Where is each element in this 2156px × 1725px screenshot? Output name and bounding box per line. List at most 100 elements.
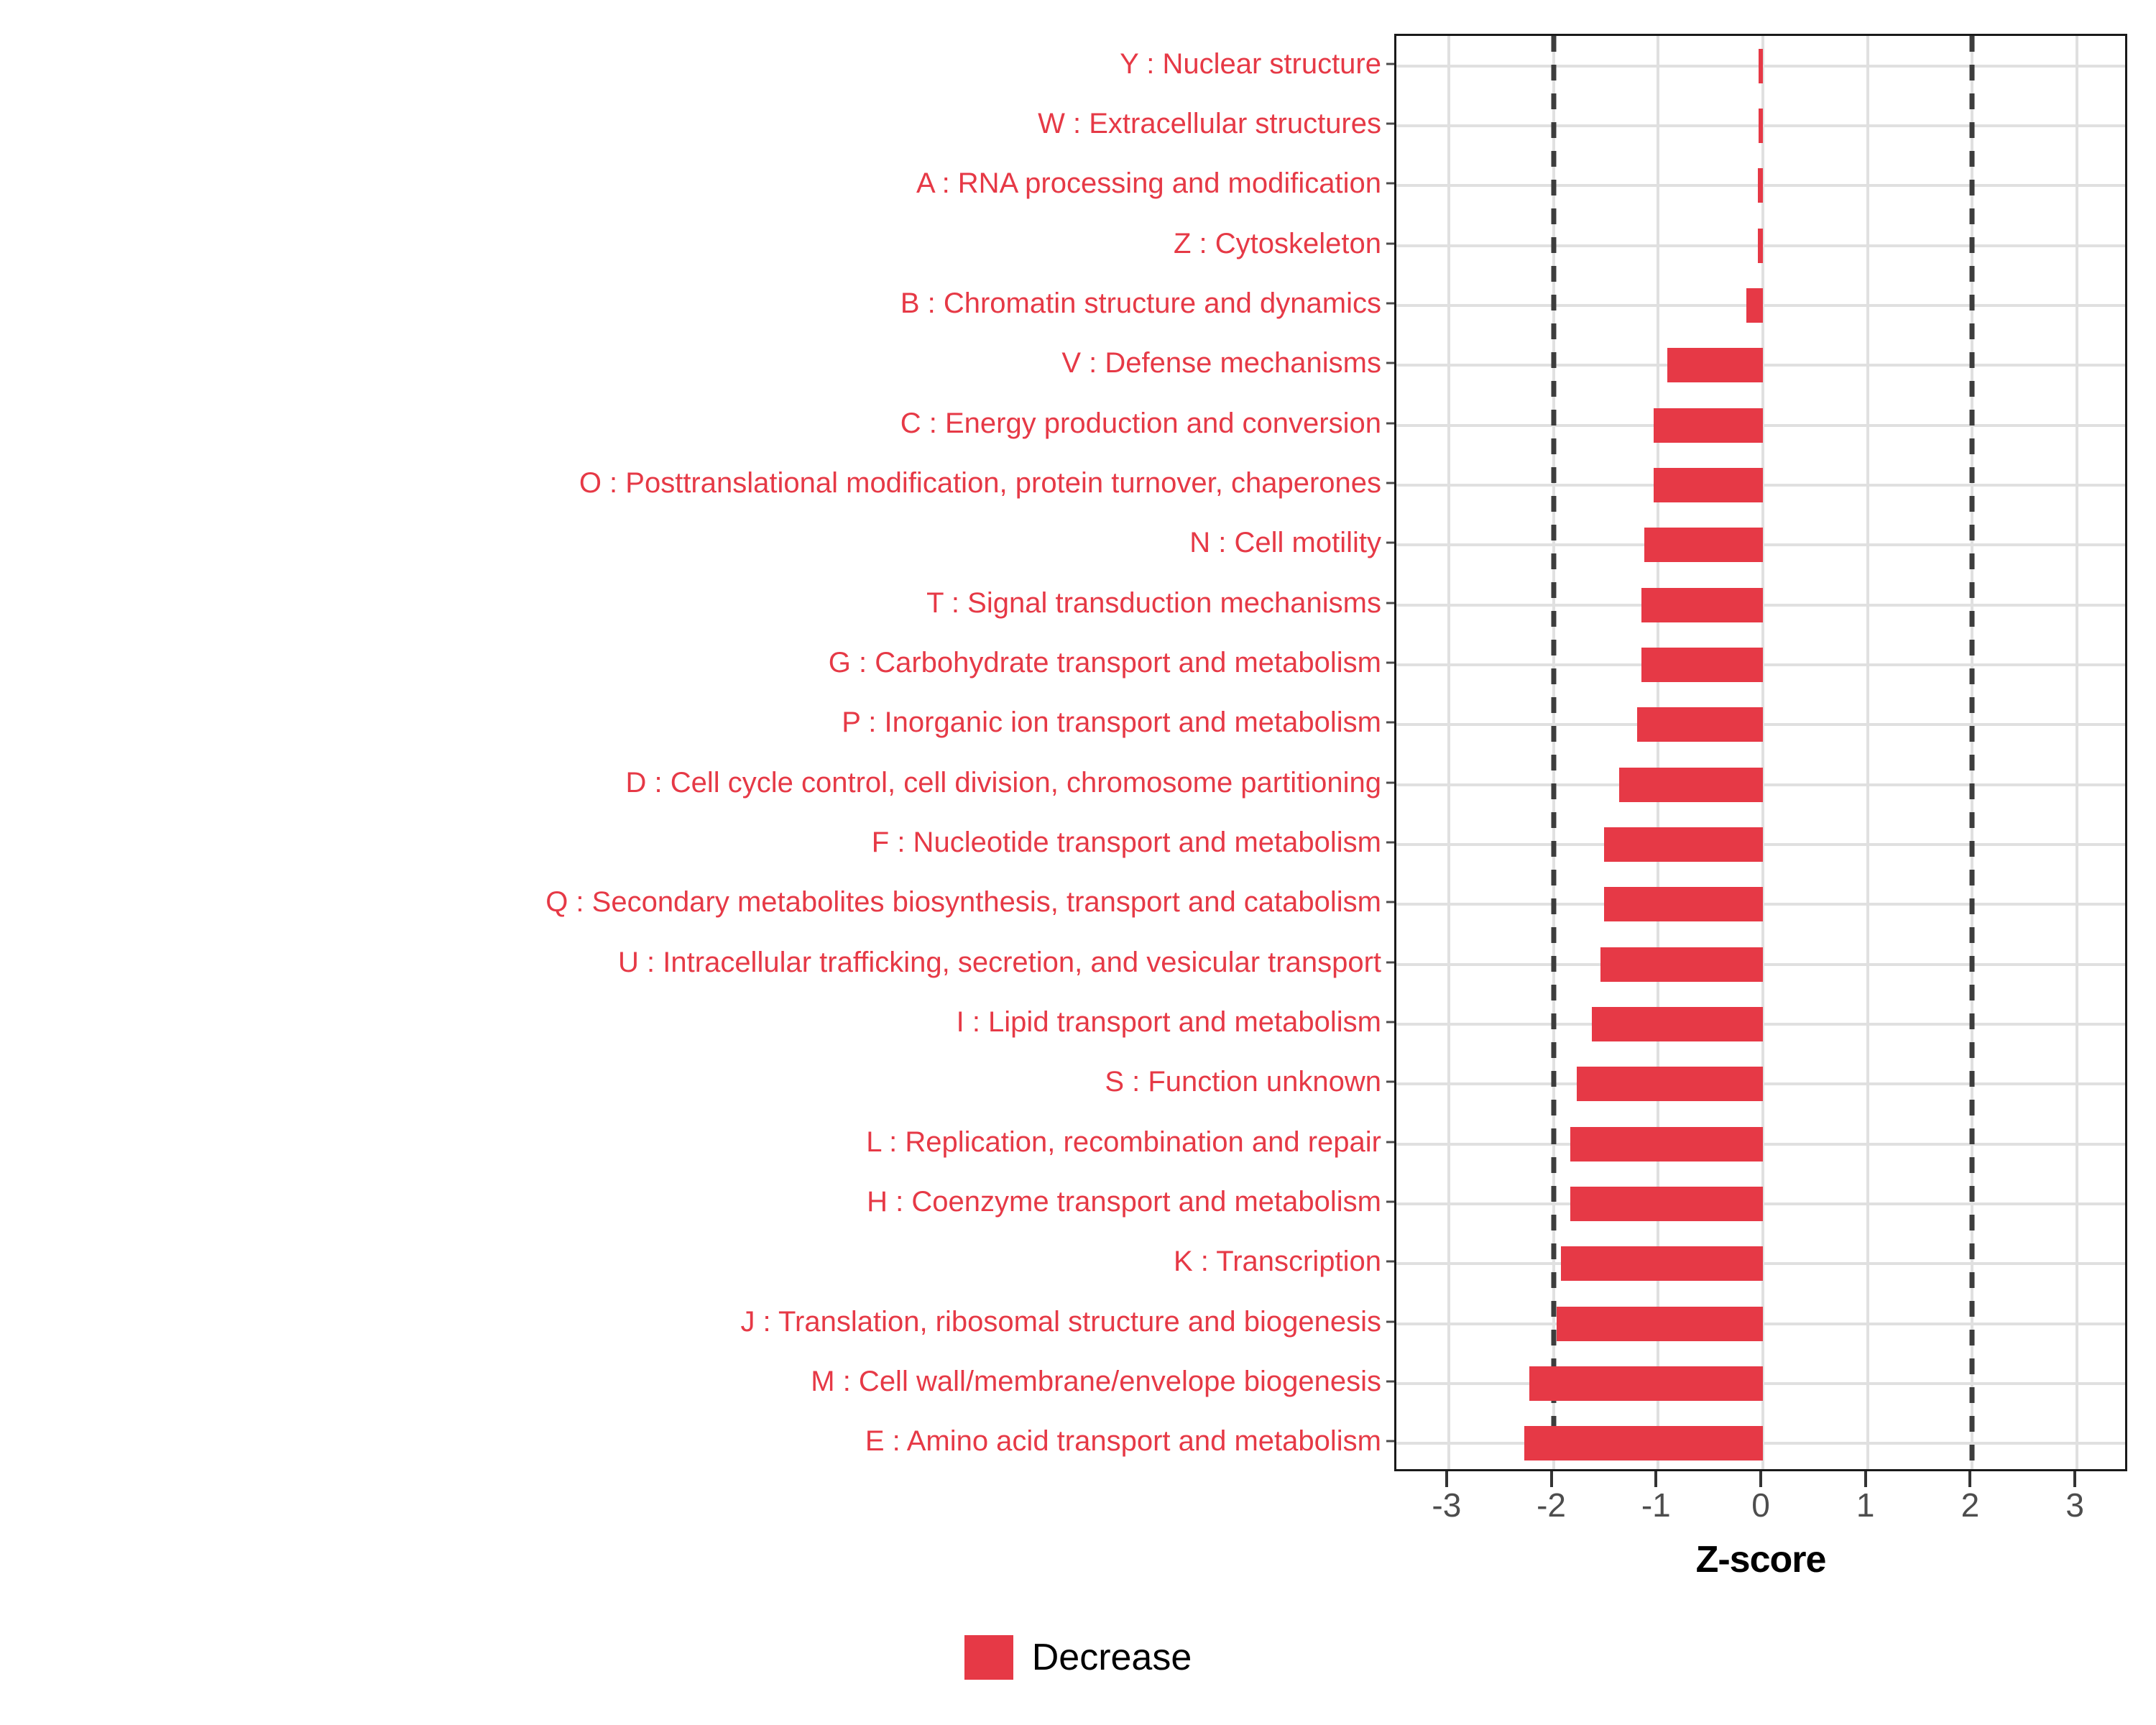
y-axis-tick <box>1386 362 1394 364</box>
bar <box>1654 408 1763 443</box>
bar <box>1560 1246 1763 1282</box>
x-axis-tick <box>1654 1471 1658 1487</box>
x-axis-tick-label: 3 <box>2065 1486 2084 1524</box>
bar <box>1644 528 1763 563</box>
bar <box>1641 648 1763 682</box>
gridline-vertical <box>1657 36 1660 1469</box>
bar <box>1529 1366 1763 1401</box>
reference-line--2 <box>1551 36 1557 1469</box>
bar <box>1759 109 1763 143</box>
bar <box>1759 48 1763 83</box>
y-axis-tick <box>1386 1200 1394 1203</box>
x-axis-tick <box>1445 1471 1448 1487</box>
bar <box>1576 1067 1763 1102</box>
category-label: J : Translation, ribosomal structure and… <box>740 1305 1381 1338</box>
reference-line-2 <box>1969 36 1975 1469</box>
category-label: H : Coenzyme transport and metabolism <box>867 1186 1381 1218</box>
category-label: I : Lipid transport and metabolism <box>956 1006 1381 1038</box>
gridline-vertical <box>1447 36 1450 1469</box>
x-axis: -3 -2 -1 0 1 2 3 <box>1394 1471 2127 1558</box>
bar <box>1757 168 1763 203</box>
x-axis-tick-label: 2 <box>1961 1486 1980 1524</box>
category-label: T : Signal transduction mechanisms <box>926 586 1381 619</box>
x-axis-tick-label: 0 <box>1751 1486 1770 1524</box>
category-label: Q : Secondary metabolites biosynthesis, … <box>545 886 1381 919</box>
bar <box>1637 707 1763 742</box>
y-axis-tick <box>1386 302 1394 305</box>
category-label: N : Cell motility <box>1189 527 1381 559</box>
category-label: P : Inorganic ion transport and metaboli… <box>842 707 1381 739</box>
x-axis-tick-label: -3 <box>1432 1486 1462 1524</box>
x-axis-tick-label: -1 <box>1641 1486 1671 1524</box>
category-label: S : Function unknown <box>1105 1066 1381 1098</box>
gridline-vertical <box>2076 36 2079 1469</box>
category-label: U : Intracellular trafficking, secretion… <box>618 946 1381 978</box>
x-axis-tick <box>1759 1471 1762 1487</box>
category-label: C : Energy production and conversion <box>900 407 1381 439</box>
gridline-vertical <box>1761 36 1764 1469</box>
bar <box>1592 1007 1763 1041</box>
bar <box>1746 288 1763 323</box>
category-label: B : Chromatin structure and dynamics <box>900 288 1381 319</box>
category-label: D : Cell cycle control, cell division, c… <box>625 766 1381 799</box>
bar <box>1641 587 1763 622</box>
y-axis-tick <box>1386 661 1394 664</box>
legend-label-decrease: Decrease <box>1031 1637 1192 1678</box>
y-axis-tick <box>1386 961 1394 964</box>
bar <box>1570 1126 1763 1162</box>
category-label: L : Replication, recombination and repai… <box>866 1126 1381 1158</box>
x-axis-tick <box>1864 1471 1867 1487</box>
y-axis-tick <box>1386 1320 1394 1323</box>
x-axis-tick-label: 1 <box>1856 1486 1875 1524</box>
y-axis-tick <box>1386 602 1394 604</box>
bar <box>1570 1187 1763 1221</box>
category-label: G : Carbohydrate transport and metabolis… <box>828 647 1381 678</box>
category-label: K : Transcription <box>1173 1246 1381 1278</box>
bar <box>1603 887 1763 922</box>
y-axis-tick <box>1386 1141 1394 1144</box>
category-label: A : RNA processing and modification <box>916 167 1381 200</box>
x-axis-tick-label: -2 <box>1537 1486 1567 1524</box>
category-label: Y : Nuclear structure <box>1120 47 1381 80</box>
y-axis-tick <box>1386 781 1394 784</box>
plot-panel <box>1394 34 2127 1471</box>
bar <box>1757 228 1763 263</box>
y-axis-tick <box>1386 122 1394 125</box>
y-axis-tick <box>1386 1260 1394 1263</box>
chart-legend: Decrease <box>0 1635 2156 1680</box>
category-label: W : Extracellular structures <box>1038 108 1381 139</box>
category-label: V : Defense mechanisms <box>1061 347 1381 380</box>
category-label: Z : Cytoskeleton <box>1173 227 1381 259</box>
bar <box>1556 1306 1763 1341</box>
y-axis-tick <box>1386 242 1394 245</box>
bar <box>1524 1426 1763 1461</box>
y-axis-tick <box>1386 1080 1394 1083</box>
y-axis-tick <box>1386 182 1394 185</box>
bar <box>1619 767 1763 802</box>
bar <box>1667 348 1763 383</box>
bar <box>1603 827 1763 862</box>
category-label: M : Cell wall/membrane/envelope biogenes… <box>811 1366 1381 1397</box>
x-axis-tick <box>1549 1471 1553 1487</box>
x-axis-tick <box>1968 1471 1972 1487</box>
y-axis-tick <box>1386 841 1394 844</box>
y-axis-tick <box>1386 63 1394 65</box>
y-axis-tick <box>1386 1021 1394 1024</box>
category-label: E : Amino acid transport and metabolism <box>865 1425 1381 1458</box>
x-axis-title: Z-score <box>1695 1539 1827 1581</box>
y-axis-tick <box>1386 721 1394 724</box>
category-label: O : Posttranslational modification, prot… <box>579 467 1381 499</box>
y-axis-tick <box>1386 541 1394 544</box>
gridline-vertical <box>1866 36 1869 1469</box>
y-axis-tick <box>1386 1380 1394 1383</box>
bar <box>1600 947 1763 982</box>
category-label-column: Y : Nuclear structure W : Extracellular s… <box>0 34 1394 1471</box>
legend-swatch-decrease <box>964 1635 1013 1680</box>
category-label: F : Nucleotide transport and metabolism <box>871 827 1381 858</box>
bar <box>1654 468 1763 502</box>
plot-area <box>1396 36 2125 1469</box>
y-axis-tick <box>1386 901 1394 903</box>
y-axis-tick <box>1386 1440 1394 1443</box>
y-axis-tick <box>1386 482 1394 484</box>
